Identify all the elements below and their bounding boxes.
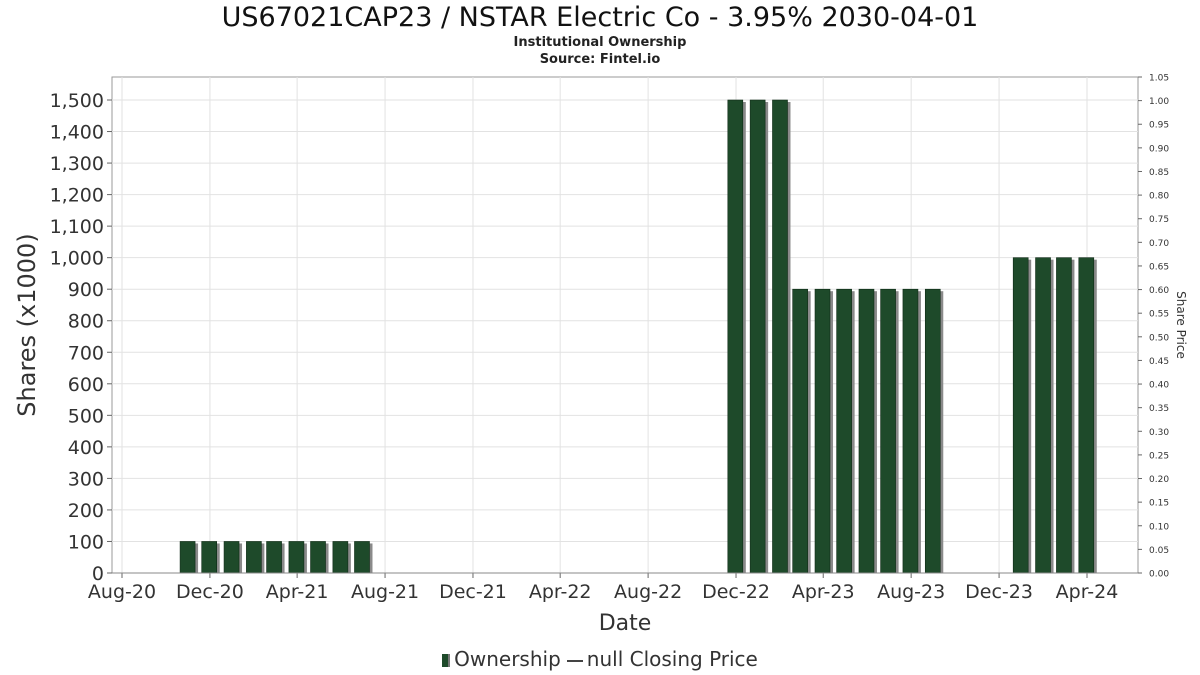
y2-tick-label: 1.00 [1149, 97, 1169, 107]
x-tick-label: Aug-20 [88, 581, 156, 603]
bar-series [179, 99, 1097, 574]
y-tick-label: 900 [68, 279, 104, 301]
y2-tick-label: 0.05 [1149, 546, 1169, 556]
y-axis-right: 0.00 0.05 0.10 0.15 0.20 0.25 0.30 0.35 0.40 0.45… [1138, 74, 1169, 580]
ownership-bar [246, 541, 262, 574]
y2-tick-label: 0.10 [1149, 522, 1169, 532]
x-tick-label: Dec-21 [439, 581, 507, 603]
x-tick-label: Dec-23 [965, 581, 1033, 603]
ownership-bar [332, 541, 349, 574]
chart-title: US67021CAP23 / NSTAR Electric Co - 3.95%… [221, 2, 979, 33]
chart-source: Source: Fintel.io [539, 52, 661, 67]
y2-tick-label: 1.05 [1149, 74, 1169, 84]
y2-tick-label: 0.30 [1149, 428, 1169, 438]
y-tick-label: 600 [68, 374, 104, 396]
chart-subtitle: Institutional Ownership [513, 35, 687, 50]
y2-axis-label: Share Price [1174, 291, 1188, 359]
legend-ownership-swatch [442, 654, 451, 667]
y-tick-label: 0 [92, 563, 104, 585]
ownership-bar [792, 288, 808, 574]
ownership-bar [179, 541, 196, 574]
ownership-bar [772, 99, 788, 574]
x-axis-label: Date [599, 611, 652, 636]
ownership-bar [288, 541, 305, 574]
y2-tick-label: 0.75 [1149, 215, 1169, 225]
y2-tick-label: 0.60 [1149, 286, 1169, 296]
plot-area [111, 76, 1139, 574]
ownership-bar [814, 288, 831, 574]
y-tick-label: 200 [68, 500, 104, 522]
y2-tick-label: 0.55 [1149, 310, 1169, 320]
ownership-bar [1012, 257, 1029, 574]
y2-tick-label: 0.95 [1149, 121, 1169, 131]
y-tick-label: 1,000 [50, 248, 104, 270]
grid-lines [112, 77, 1138, 574]
y-tick-label: 1,500 [50, 90, 104, 112]
x-tick-label: Aug-23 [877, 581, 945, 603]
y-axis-label: Shares (x1000) [13, 233, 41, 416]
y2-tick-label: 0.85 [1149, 168, 1169, 178]
y-tick-label: 400 [68, 437, 104, 459]
ownership-bar [727, 99, 744, 574]
y-tick-label: 500 [68, 405, 104, 427]
x-tick-label: Apr-24 [1056, 581, 1119, 603]
y2-tick-label: 0.80 [1149, 192, 1169, 202]
ownership-bar [924, 288, 941, 574]
y2-tick-label: 0.40 [1149, 381, 1169, 391]
y-tick-label: 300 [68, 468, 104, 490]
x-tick-label: Dec-22 [702, 581, 770, 603]
x-axis: Aug-20 Dec-20 Apr-21 Aug-21 Dec-21 Apr-22 Aug-… [88, 572, 1138, 603]
x-tick-label: Apr-22 [529, 581, 592, 603]
y2-tick-label: 0.50 [1149, 333, 1169, 343]
x-tick-label: Apr-21 [266, 581, 329, 603]
y-tick-label: 1,100 [50, 216, 104, 238]
y2-tick-label: 0.65 [1149, 262, 1169, 272]
y2-tick-label: 0.00 [1149, 570, 1169, 580]
y2-tick-label: 0.25 [1149, 451, 1169, 461]
y-tick-label: 100 [68, 531, 104, 553]
ownership-bar [749, 99, 766, 574]
x-tick-label: Aug-21 [351, 581, 419, 603]
ownership-bar [1056, 257, 1072, 574]
x-tick-label: Dec-20 [176, 581, 244, 603]
ownership-bar [310, 541, 326, 574]
x-tick-label: Apr-23 [792, 581, 855, 603]
ownership-bar [354, 541, 370, 574]
y2-tick-label: 0.20 [1149, 475, 1169, 485]
y2-tick-label: 0.90 [1149, 144, 1169, 154]
y2-tick-label: 0.35 [1149, 404, 1169, 414]
legend-price-label: null Closing Price [586, 647, 758, 671]
y2-tick-label: 0.45 [1149, 357, 1169, 367]
y-tick-label: 1,300 [50, 153, 104, 175]
y-tick-label: 1,400 [50, 122, 104, 144]
legend: Ownership null Closing Price [0, 647, 1200, 671]
y2-tick-label: 0.15 [1149, 499, 1169, 509]
y-axis-left: 0 100 200 300 400 500 600 700 800 900 1,000 1,100 1,… [50, 90, 112, 585]
x-tick-label: Aug-22 [614, 581, 682, 603]
ownership-bar [223, 541, 240, 574]
y2-tick-label: 0.70 [1149, 239, 1169, 249]
ownership-bar [266, 541, 282, 574]
ownership-bar [836, 288, 852, 574]
ownership-bar [201, 541, 218, 574]
legend-price-line [566, 659, 583, 662]
ownership-bar [858, 288, 875, 574]
legend-ownership-label: Ownership [454, 647, 561, 671]
ownership-bar [1035, 257, 1051, 574]
ownership-bar [1078, 257, 1095, 574]
y-tick-label: 700 [68, 342, 104, 364]
y-tick-label: 800 [68, 311, 104, 333]
ownership-bar [902, 288, 919, 574]
ownership-bar [880, 288, 896, 574]
y-tick-label: 1,200 [50, 185, 104, 207]
